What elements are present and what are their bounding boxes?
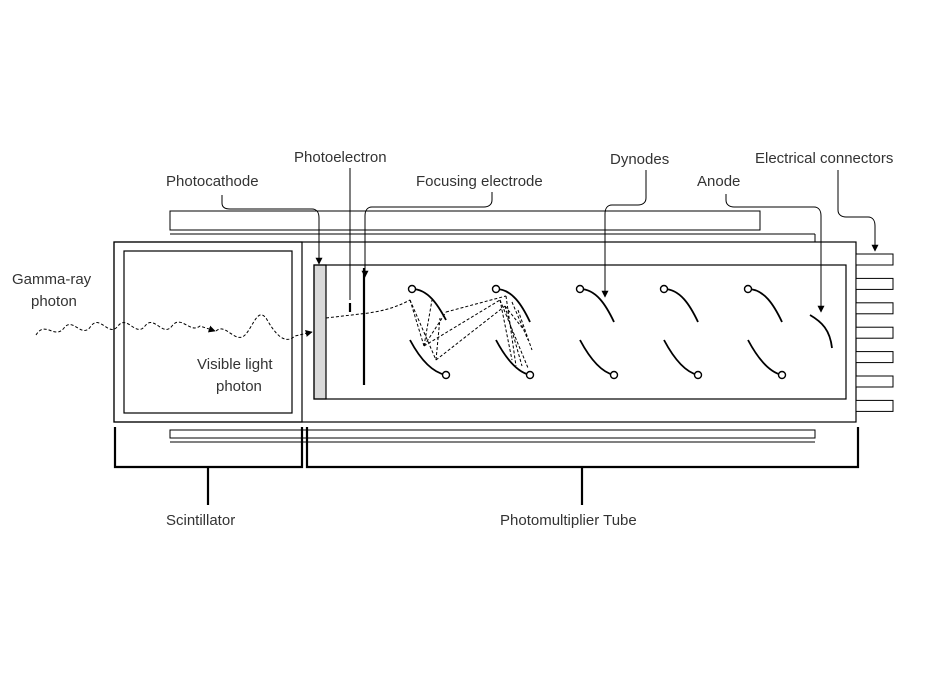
connector-pin <box>855 351 894 364</box>
label-visible-light-2: photon <box>216 378 262 395</box>
photocathode-plate <box>313 264 327 400</box>
label-photocathode: Photocathode <box>166 173 259 190</box>
pmt-bracket <box>305 427 860 505</box>
photoelectron-path <box>325 299 411 319</box>
scintillator-box <box>113 241 303 423</box>
label-gamma-ray-1: Gamma-ray <box>12 271 92 288</box>
leader-lines <box>221 168 879 313</box>
label-visible-light-1: Visible light <box>197 356 273 373</box>
dynodes <box>407 284 787 380</box>
label-gamma-ray-2: photon <box>31 293 77 310</box>
electron-cascade <box>409 295 533 369</box>
label-electrical-connectors: Electrical connectors <box>755 150 893 167</box>
label-focusing-electrode: Focusing electrode <box>416 173 543 190</box>
connector-pin <box>855 326 894 339</box>
anode <box>809 314 833 349</box>
scintillator-bracket <box>113 427 304 505</box>
connector-pin <box>855 399 894 412</box>
connector-pin <box>855 277 894 290</box>
label-anode: Anode <box>697 173 740 190</box>
connector-pin <box>855 302 894 315</box>
label-photoelectron: Photoelectron <box>294 149 387 166</box>
visible-light-path <box>215 314 313 340</box>
connector-pin <box>855 253 894 266</box>
gamma-ray-path <box>35 321 216 336</box>
connector-pin <box>855 375 894 388</box>
label-photomultiplier-tube: Photomultiplier Tube <box>500 512 637 529</box>
scintillator-crystal <box>123 250 293 414</box>
housing-outline <box>113 241 857 423</box>
label-dynodes: Dynodes <box>610 151 669 168</box>
label-scintillator: Scintillator <box>166 512 235 529</box>
tube-inner <box>313 264 847 400</box>
tube-rails <box>169 210 816 443</box>
connector-pins <box>855 253 894 412</box>
